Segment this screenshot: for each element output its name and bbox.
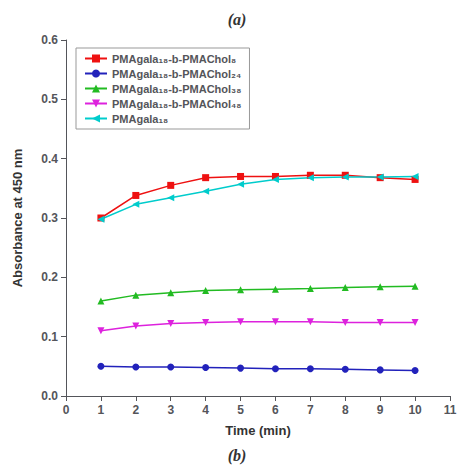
svg-text:PMAgala₁₈-b-PMAChol₈: PMAgala₁₈-b-PMAChol₈ xyxy=(112,53,236,65)
svg-text:(a): (a) xyxy=(228,11,247,29)
svg-text:11: 11 xyxy=(444,403,457,417)
svg-text:10: 10 xyxy=(408,403,422,417)
svg-text:PMAgala₁₈-b-PMAChol₂₄: PMAgala₁₈-b-PMAChol₂₄ xyxy=(112,68,241,80)
svg-text:2: 2 xyxy=(132,403,139,417)
svg-text:0.6: 0.6 xyxy=(41,33,58,47)
svg-text:5: 5 xyxy=(237,403,244,417)
svg-text:6: 6 xyxy=(272,403,279,417)
svg-text:Time (min): Time (min) xyxy=(225,423,291,438)
svg-text:PMAgala₁₈-b-PMAChol₃₈: PMAgala₁₈-b-PMAChol₃₈ xyxy=(112,83,241,95)
svg-text:0.0: 0.0 xyxy=(41,389,58,403)
svg-text:Absorbance at 450 nm: Absorbance at 450 nm xyxy=(10,149,25,288)
svg-text:(b): (b) xyxy=(228,447,247,465)
svg-text:4: 4 xyxy=(202,403,209,417)
svg-text:1: 1 xyxy=(98,403,105,417)
svg-text:8: 8 xyxy=(342,403,349,417)
svg-text:0.4: 0.4 xyxy=(41,152,58,166)
svg-text:0.1: 0.1 xyxy=(41,330,58,344)
svg-text:3: 3 xyxy=(167,403,174,417)
svg-text:PMAgala₁₈: PMAgala₁₈ xyxy=(112,113,168,125)
svg-text:7: 7 xyxy=(307,403,314,417)
svg-text:0.3: 0.3 xyxy=(41,211,58,225)
svg-text:0.2: 0.2 xyxy=(41,270,58,284)
svg-text:PMAgala₁₈-b-PMAChol₄₈: PMAgala₁₈-b-PMAChol₄₈ xyxy=(112,98,241,110)
svg-text:0: 0 xyxy=(63,403,70,417)
svg-text:0.5: 0.5 xyxy=(41,92,58,106)
svg-text:9: 9 xyxy=(377,403,384,417)
